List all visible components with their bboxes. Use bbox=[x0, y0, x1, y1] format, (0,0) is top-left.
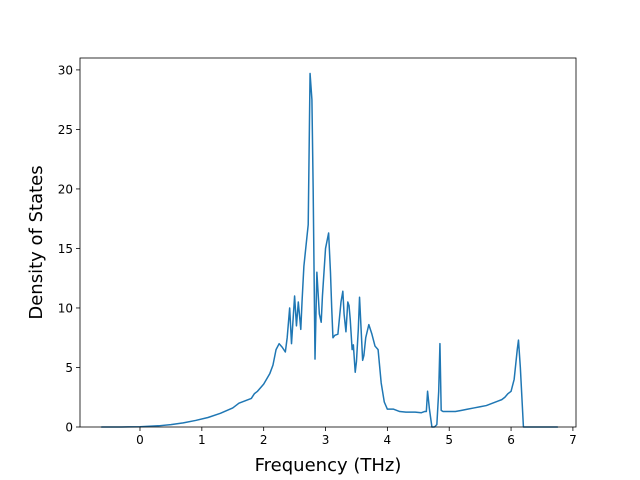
x-tick-label: 7 bbox=[569, 433, 577, 447]
plot-area bbox=[100, 72, 559, 428]
y-tick-label: 5 bbox=[65, 361, 73, 375]
x-tick-label: 2 bbox=[260, 433, 268, 447]
y-tick-label: 10 bbox=[58, 301, 73, 315]
x-tick-label: 0 bbox=[136, 433, 144, 447]
y-tick-label: 0 bbox=[65, 421, 73, 435]
y-tick-label: 20 bbox=[58, 182, 73, 196]
dos-series-line bbox=[100, 72, 559, 428]
x-tick-label: 4 bbox=[384, 433, 392, 447]
y-tick-label: 25 bbox=[58, 123, 73, 137]
x-tick-label: 6 bbox=[507, 433, 515, 447]
x-tick-label: 1 bbox=[198, 433, 206, 447]
x-tick-label: 3 bbox=[322, 433, 330, 447]
axes-frame bbox=[79, 57, 577, 428]
y-tick-label: 15 bbox=[58, 242, 73, 256]
y-tick-label: 30 bbox=[58, 63, 73, 77]
axis-ticks: 0 1 2 3 4 5 6 7 0 5 10 15 20 25 30 bbox=[58, 63, 577, 447]
y-axis-label: Density of States bbox=[26, 165, 47, 319]
x-axis-label: Frequency (THz) bbox=[255, 455, 402, 476]
x-tick-label: 5 bbox=[445, 433, 453, 447]
